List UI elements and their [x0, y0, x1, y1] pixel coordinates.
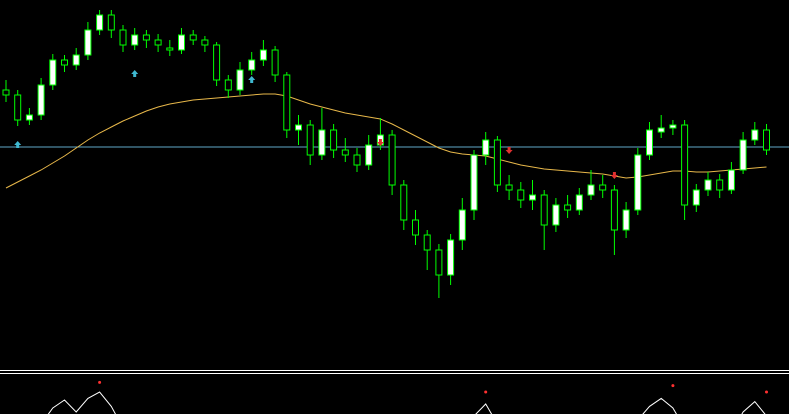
candle-body [412, 219, 419, 236]
candle-body [575, 194, 583, 211]
candle-body [306, 124, 314, 156]
candle-body [119, 29, 127, 46]
candle-body [61, 59, 68, 66]
indicator-dot [484, 390, 488, 394]
signal-arrow [505, 147, 513, 154]
candle-body [482, 139, 490, 156]
candle-body [692, 189, 700, 206]
candle-body [236, 69, 244, 91]
candle-body [599, 184, 607, 191]
candle-body [248, 59, 256, 71]
indicator-dot [765, 390, 768, 394]
candle-body [259, 49, 267, 61]
candle-body [423, 234, 431, 251]
candle-body [704, 179, 712, 191]
candle-body [166, 47, 174, 51]
candle-body [142, 34, 150, 41]
candle-body [435, 249, 443, 276]
candle-body [14, 94, 22, 121]
candle-body [49, 59, 57, 86]
candle-body [318, 129, 326, 156]
candle-body [458, 209, 466, 241]
candle-body [201, 39, 209, 46]
candle-body [739, 139, 747, 171]
signal-arrow [131, 70, 139, 77]
candle-body [634, 154, 642, 211]
candle-body [751, 129, 759, 141]
candle-body [341, 149, 349, 156]
candle-body [353, 154, 361, 166]
candle-body [564, 204, 572, 211]
indicator-dot [671, 384, 675, 388]
candle-body [657, 127, 665, 133]
indicator-dot [98, 380, 102, 384]
candle-body [107, 14, 115, 31]
candle-body [283, 74, 291, 131]
candle-body [37, 84, 45, 116]
signal-arrow [14, 141, 22, 148]
candle-body [610, 189, 618, 231]
candle-body [2, 89, 10, 96]
candle-body [131, 34, 139, 46]
candle-body [25, 114, 33, 121]
candle-body [622, 209, 630, 231]
candle-body [727, 169, 735, 191]
candle-body [470, 154, 478, 211]
candle-body [330, 129, 338, 151]
candle-body [646, 129, 653, 156]
candle-body [763, 129, 770, 151]
candle-body [213, 44, 221, 81]
candle-body [540, 194, 548, 226]
candle-body [154, 39, 162, 46]
candle-body [72, 54, 80, 66]
candle-body [178, 34, 185, 51]
signal-arrow [376, 139, 384, 146]
signal-arrow [248, 76, 256, 83]
candle-body [529, 194, 536, 201]
candle-body [365, 144, 373, 166]
candle-body [493, 139, 501, 186]
candle-body [716, 179, 724, 191]
candle-body [189, 34, 197, 41]
candle-body [552, 204, 560, 226]
candle-body [447, 239, 455, 276]
candle-body [517, 189, 525, 201]
candle-body [587, 184, 595, 196]
candle-body [388, 134, 396, 186]
candle-body [669, 124, 677, 129]
candle-body [400, 184, 408, 221]
signal-arrow [610, 172, 618, 179]
candle-body [505, 184, 513, 191]
candle-body [295, 124, 302, 131]
candle-body [681, 124, 689, 206]
candle-body [84, 29, 92, 56]
candle-body [96, 14, 104, 31]
candle-body [271, 49, 279, 76]
candle-body [224, 79, 232, 91]
